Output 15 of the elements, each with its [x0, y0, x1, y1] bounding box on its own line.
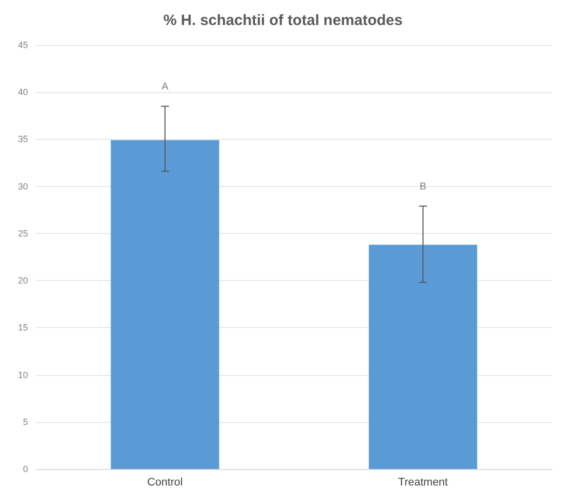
y-tick-label: 15 [18, 322, 28, 333]
y-tick-label: 20 [18, 276, 28, 286]
chart-title: % H. schachtii of total nematodes [163, 12, 403, 29]
y-tick-label: 25 [18, 228, 28, 238]
x-tick-label: Treatment [398, 476, 448, 488]
y-tick-label: 40 [18, 87, 28, 98]
y-tick-label: 45 [18, 40, 28, 50]
y-tick-label: 5 [22, 416, 28, 427]
annotation: B [420, 182, 427, 193]
y-tick-label: 0 [22, 464, 28, 474]
y-tick-label: 10 [18, 370, 28, 380]
y-tick-label: 35 [18, 134, 28, 144]
x-tick-label: Control [147, 476, 183, 488]
y-tick-label: 30 [18, 181, 28, 192]
annotation: A [162, 82, 169, 93]
